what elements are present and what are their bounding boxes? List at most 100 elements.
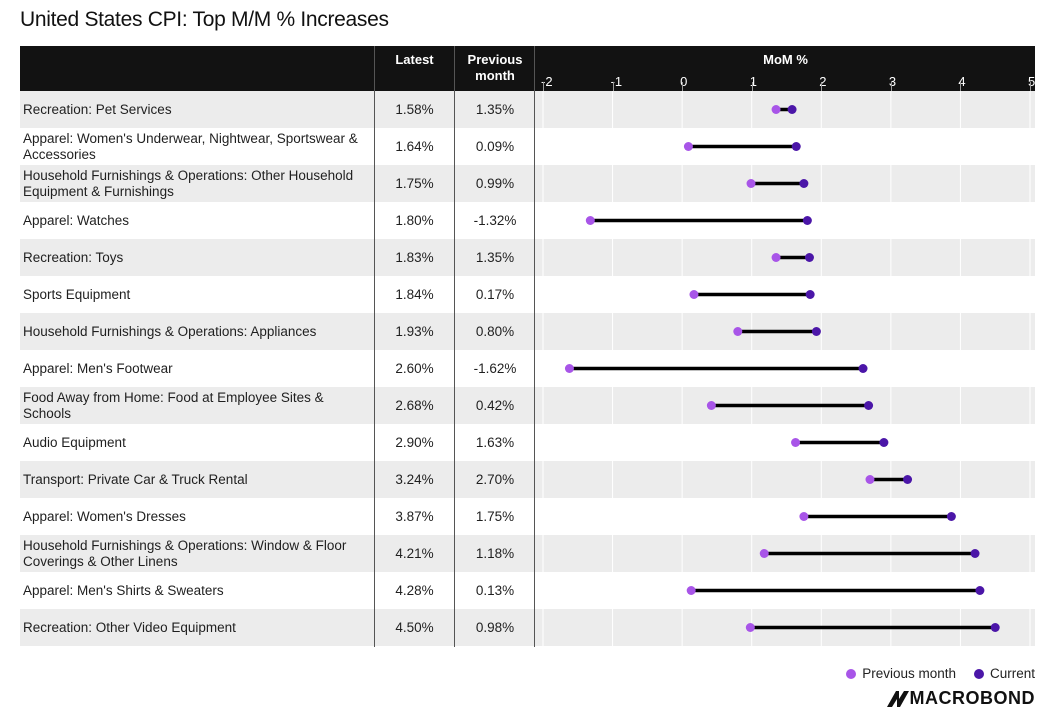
macrobond-logo: MACROBOND bbox=[886, 688, 1036, 709]
latest-value: 1.58% bbox=[395, 102, 434, 117]
latest-value: 1.84% bbox=[395, 287, 434, 302]
previous-point bbox=[706, 401, 716, 410]
column-divider-1 bbox=[374, 46, 375, 647]
previous-point bbox=[686, 586, 696, 595]
previous-value: 0.09% bbox=[475, 139, 515, 154]
category-label: Sports Equipment bbox=[23, 286, 131, 302]
latest-value: 1.80% bbox=[395, 213, 434, 228]
previous-point bbox=[585, 216, 595, 225]
previous-value: 1.75% bbox=[475, 509, 515, 524]
x-tick-mark bbox=[543, 82, 544, 91]
previous-value: 0.99% bbox=[475, 176, 515, 191]
table-row: Household Furnishings & Operations: Appl… bbox=[20, 313, 1035, 350]
brand-text: MACROBOND bbox=[909, 688, 1035, 708]
latest-value: 1.83% bbox=[395, 250, 434, 265]
x-tick-mark bbox=[821, 82, 823, 91]
previous-value: -1.62% bbox=[473, 361, 517, 376]
category-label: Recreation: Toys bbox=[23, 249, 124, 265]
column-divider-2 bbox=[454, 46, 455, 647]
table-row: Apparel: Men's Footwear 2.60% -1.62% bbox=[20, 350, 1035, 387]
current-point bbox=[990, 623, 1000, 632]
current-point bbox=[802, 216, 812, 225]
category-label: Household Furnishings & Operations: Othe… bbox=[23, 167, 354, 199]
current-point bbox=[903, 475, 913, 484]
category-label: Apparel: Men's Footwear bbox=[23, 360, 173, 376]
latest-value: 3.87% bbox=[395, 509, 434, 524]
latest-value: 1.93% bbox=[395, 324, 434, 339]
x-tick-label: 1 bbox=[749, 74, 757, 89]
current-point bbox=[970, 549, 980, 558]
previous-value: 1.35% bbox=[475, 250, 515, 265]
previous-value: 1.35% bbox=[475, 102, 515, 117]
category-label: Apparel: Men's Shirts & Sweaters bbox=[23, 582, 224, 598]
table-row: Apparel: Women's Dresses 3.87% 1.75% bbox=[20, 498, 1035, 535]
x-tick-mark bbox=[682, 82, 684, 91]
legend: Previous month Current bbox=[846, 666, 1035, 681]
previous-point bbox=[745, 623, 755, 632]
latest-value: 2.60% bbox=[395, 361, 434, 376]
previous-value: 1.18% bbox=[475, 546, 515, 561]
table-row: Apparel: Women's Underwear, Nightwear, S… bbox=[20, 128, 1035, 165]
x-tick-mark bbox=[890, 82, 892, 91]
dumbbell-plot bbox=[542, 91, 1031, 647]
x-tick-label: 3 bbox=[888, 74, 897, 89]
legend-current-label: Current bbox=[989, 666, 1035, 681]
latest-value: 4.50% bbox=[395, 620, 434, 635]
current-point bbox=[858, 364, 868, 373]
previous-value: 0.42% bbox=[475, 398, 515, 413]
previous-value: 1.63% bbox=[475, 435, 515, 450]
legend-current-swatch bbox=[973, 668, 984, 679]
x-tick-label: 5 bbox=[1028, 74, 1036, 89]
x-tick-label: 0 bbox=[680, 74, 688, 89]
header-mom: MoM % bbox=[763, 52, 808, 67]
previous-point bbox=[799, 512, 809, 521]
macrobond-mark-icon bbox=[886, 690, 909, 707]
x-tick-mark bbox=[1030, 82, 1031, 91]
category-label: Recreation: Pet Services bbox=[23, 101, 172, 117]
previous-point bbox=[865, 475, 875, 484]
previous-point bbox=[746, 179, 756, 188]
x-tick-label: -1 bbox=[610, 74, 623, 89]
latest-value: 4.28% bbox=[395, 583, 434, 598]
table-row: Sports Equipment 1.84% 0.17% bbox=[20, 276, 1035, 313]
latest-value: 1.64% bbox=[395, 139, 434, 154]
previous-value: 0.17% bbox=[475, 287, 515, 302]
x-tick-label: -2 bbox=[541, 74, 553, 89]
x-tick-label: 4 bbox=[958, 74, 966, 89]
legend-previous-label: Previous month bbox=[862, 666, 956, 681]
x-tick-mark bbox=[751, 82, 753, 91]
current-point bbox=[791, 142, 801, 151]
latest-value: 4.21% bbox=[395, 546, 434, 561]
table-row: Recreation: Toys 1.83% 1.35% bbox=[20, 239, 1035, 276]
previous-point bbox=[771, 105, 781, 114]
latest-value: 2.90% bbox=[395, 435, 434, 450]
category-label: Apparel: Watches bbox=[23, 212, 130, 228]
previous-value: 0.98% bbox=[475, 620, 515, 635]
table-row: Apparel: Watches 1.80% -1.32% bbox=[20, 202, 1035, 239]
latest-value: 1.75% bbox=[395, 176, 434, 191]
previous-point bbox=[733, 327, 743, 336]
header-previous-month: Previous month bbox=[467, 52, 523, 83]
previous-value: 2.70% bbox=[475, 472, 515, 487]
current-point bbox=[864, 401, 874, 410]
category-label: Household Furnishings & Operations: Appl… bbox=[23, 323, 317, 339]
previous-point bbox=[771, 253, 781, 262]
table-row: Audio Equipment 2.90% 1.63% bbox=[20, 424, 1035, 461]
category-label: Apparel: Women's Dresses bbox=[23, 508, 186, 524]
previous-value: 0.80% bbox=[475, 324, 515, 339]
chart-title: United States CPI: Top M/M % Increases bbox=[20, 8, 389, 31]
x-tick-mark bbox=[612, 82, 614, 91]
category-label: Audio Equipment bbox=[23, 434, 126, 450]
current-point bbox=[975, 586, 985, 595]
table-row: Apparel: Men's Shirts & Sweaters 4.28% 0.1… bbox=[20, 572, 1035, 609]
category-label: Food Away from Home: Food at Employee Si… bbox=[23, 389, 324, 421]
category-label: Household Furnishings & Operations: Wind… bbox=[23, 537, 347, 569]
previous-point bbox=[689, 290, 699, 299]
previous-point bbox=[564, 364, 574, 373]
current-point bbox=[787, 105, 797, 114]
latest-value: 3.24% bbox=[395, 472, 434, 487]
current-point bbox=[804, 253, 814, 262]
header-latest: Latest bbox=[395, 52, 434, 67]
legend-previous-swatch bbox=[846, 668, 857, 679]
category-label: Recreation: Other Video Equipment bbox=[23, 619, 236, 635]
